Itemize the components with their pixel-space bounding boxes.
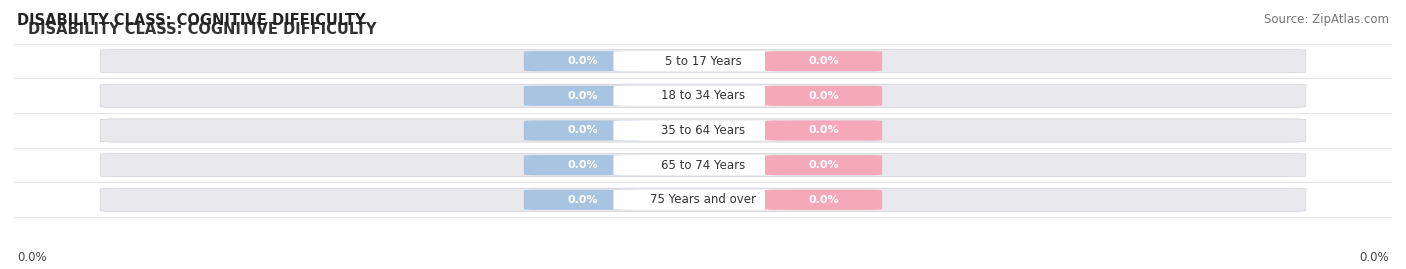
FancyBboxPatch shape [100,188,1306,211]
Text: 18 to 34 Years: 18 to 34 Years [661,89,745,102]
FancyBboxPatch shape [765,86,882,106]
FancyBboxPatch shape [100,119,1306,142]
FancyBboxPatch shape [524,121,641,140]
FancyBboxPatch shape [613,51,793,71]
Text: DISABILITY CLASS: COGNITIVE DIFFICULTY: DISABILITY CLASS: COGNITIVE DIFFICULTY [28,22,377,37]
FancyBboxPatch shape [765,121,882,140]
FancyBboxPatch shape [765,155,882,175]
Text: 65 to 74 Years: 65 to 74 Years [661,159,745,172]
FancyBboxPatch shape [613,155,793,175]
FancyBboxPatch shape [765,51,882,71]
FancyBboxPatch shape [100,49,1306,73]
Text: 0.0%: 0.0% [17,251,46,264]
Text: 0.0%: 0.0% [808,195,839,205]
Text: 35 to 64 Years: 35 to 64 Years [661,124,745,137]
Text: Source: ZipAtlas.com: Source: ZipAtlas.com [1264,13,1389,26]
Text: 75 Years and over: 75 Years and over [650,193,756,206]
FancyBboxPatch shape [524,155,641,175]
Text: 0.0%: 0.0% [567,56,598,66]
Text: 0.0%: 0.0% [567,195,598,205]
Text: 0.0%: 0.0% [808,56,839,66]
Text: DISABILITY CLASS: COGNITIVE DIFFICULTY: DISABILITY CLASS: COGNITIVE DIFFICULTY [17,13,366,29]
FancyBboxPatch shape [613,190,793,210]
Text: 5 to 17 Years: 5 to 17 Years [665,55,741,68]
FancyBboxPatch shape [524,86,641,106]
Text: 0.0%: 0.0% [567,125,598,136]
FancyBboxPatch shape [100,154,1306,177]
FancyBboxPatch shape [613,86,793,106]
FancyBboxPatch shape [765,190,882,210]
Text: 0.0%: 0.0% [808,91,839,101]
FancyBboxPatch shape [524,190,641,210]
FancyBboxPatch shape [613,121,793,140]
Text: 0.0%: 0.0% [567,91,598,101]
FancyBboxPatch shape [524,51,641,71]
FancyBboxPatch shape [100,84,1306,107]
Text: 0.0%: 0.0% [808,125,839,136]
Text: 0.0%: 0.0% [567,160,598,170]
Text: 0.0%: 0.0% [1360,251,1389,264]
Text: 0.0%: 0.0% [808,160,839,170]
